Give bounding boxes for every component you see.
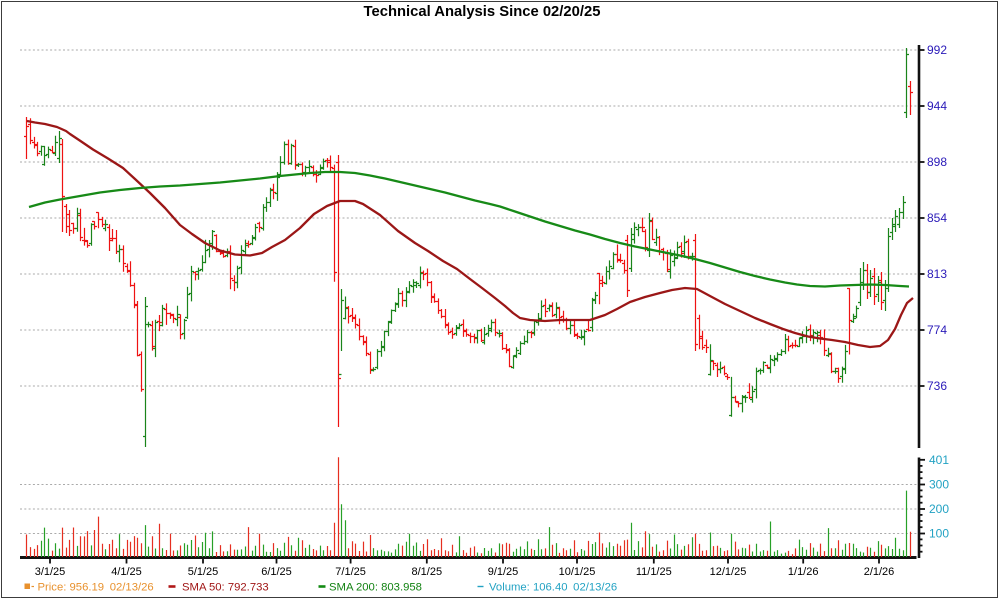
- svg-text:7/1/25: 7/1/25: [335, 566, 366, 578]
- svg-text:200: 200: [929, 502, 949, 516]
- svg-text:2/1/26: 2/1/26: [864, 566, 895, 578]
- svg-text:Price: 956.19 02/13/26: Price: 956.19 02/13/26: [38, 582, 154, 594]
- svg-text:SMA 200: 803.958: SMA 200: 803.958: [329, 582, 422, 594]
- svg-text:1/1/26: 1/1/26: [788, 566, 819, 578]
- svg-text:SMA 50: 792.733: SMA 50: 792.733: [182, 582, 269, 594]
- svg-text:9/1/25: 9/1/25: [488, 566, 519, 578]
- svg-text:774: 774: [927, 323, 947, 337]
- svg-text:100: 100: [929, 527, 949, 541]
- svg-text:944: 944: [927, 99, 947, 113]
- svg-text:401: 401: [929, 453, 949, 467]
- svg-text:300: 300: [929, 478, 949, 492]
- svg-text:10/1/25: 10/1/25: [559, 566, 596, 578]
- svg-text:992: 992: [927, 43, 947, 57]
- svg-text:854: 854: [927, 211, 947, 225]
- svg-text:Technical Analysis Since 02/20: Technical Analysis Since 02/20/25: [364, 4, 601, 20]
- svg-text:Volume: 106.40 02/13/26: Volume: 106.40 02/13/26: [489, 582, 617, 594]
- svg-text:8/1/25: 8/1/25: [412, 566, 443, 578]
- svg-text:12/1/25: 12/1/25: [710, 566, 747, 578]
- svg-text:4/1/25: 4/1/25: [111, 566, 142, 578]
- svg-text:736: 736: [927, 379, 947, 393]
- svg-text:813: 813: [927, 267, 947, 281]
- svg-text:3/1/25: 3/1/25: [35, 566, 66, 578]
- svg-text:6/1/25: 6/1/25: [261, 566, 292, 578]
- svg-text:898: 898: [927, 155, 947, 169]
- svg-text:5/1/25: 5/1/25: [188, 566, 219, 578]
- svg-text:11/1/25: 11/1/25: [636, 566, 672, 578]
